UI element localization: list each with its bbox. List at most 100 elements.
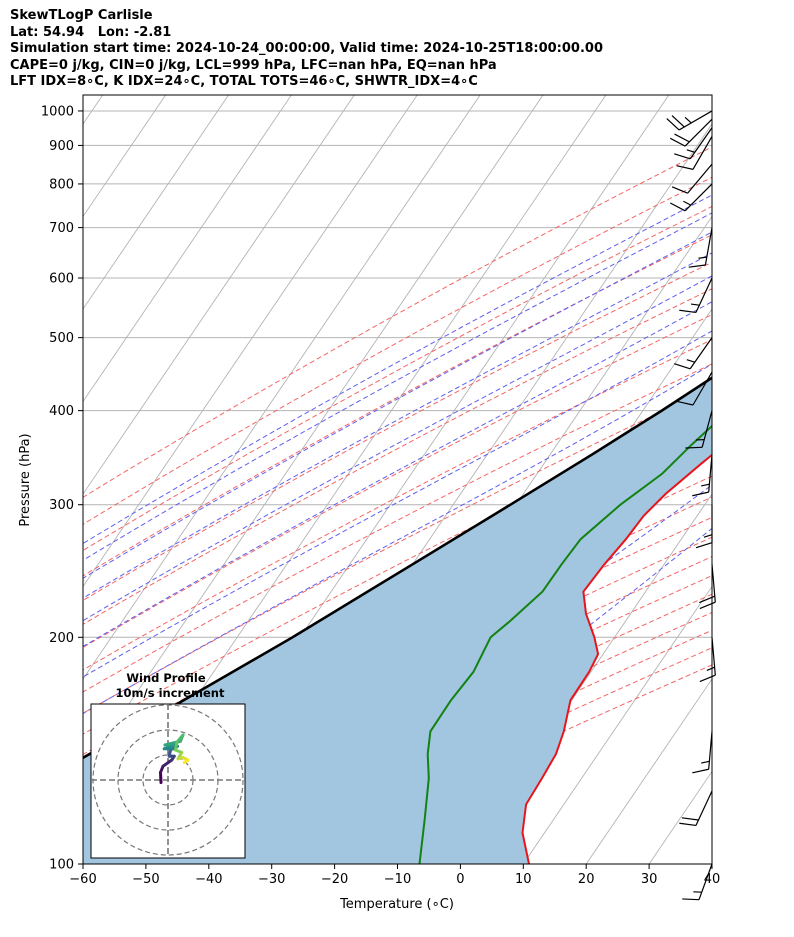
wind-barb-staff xyxy=(704,227,713,266)
wind-barb-staff xyxy=(684,118,713,147)
wind-barb xyxy=(674,127,713,160)
wind-barb-feather xyxy=(670,137,686,147)
wind-barb-staff xyxy=(698,863,713,900)
wind-barb xyxy=(699,637,716,683)
x-tick-label: −60 xyxy=(69,872,96,887)
dry-adiabat xyxy=(83,387,712,714)
x-tick-label: 20 xyxy=(578,872,595,887)
y-tick-label: 300 xyxy=(49,498,74,513)
wind-barb xyxy=(670,183,713,212)
wind-barb-feather xyxy=(695,542,713,549)
location-line: Lat: 54.94 Lon: -2.81 xyxy=(10,24,172,40)
dewpoint-line xyxy=(418,424,712,864)
x-tick-label: 10 xyxy=(515,872,532,887)
isotherm-gridline xyxy=(522,585,712,864)
wind-barb xyxy=(682,863,713,901)
wind-profile-inset: Wind Profile 10m/s increment xyxy=(90,671,246,859)
moist-adiabat xyxy=(83,275,712,622)
wind-barb-staff xyxy=(692,371,713,406)
chart-header: SkewTLogP Carlisle Lat: 54.94 Lon: -2.81… xyxy=(10,8,603,91)
wind-barb-feather xyxy=(699,674,716,683)
isotherm-gridline xyxy=(585,678,712,864)
wind-barb-feather xyxy=(681,817,699,821)
wind-barb-feather xyxy=(685,446,703,449)
wind-barb xyxy=(685,410,713,449)
wind-barb-staff xyxy=(701,410,713,448)
wind-barb xyxy=(699,564,716,610)
wind-barb-staff xyxy=(695,790,713,826)
moist-adiabat xyxy=(256,527,712,864)
axis-ticks: −60 −50 −40 −30 −20 −10 0 10 20 30 401002003004005… xyxy=(41,104,720,887)
inset-title: Wind Profile xyxy=(126,671,206,685)
wind-barb-staff xyxy=(692,136,713,170)
wind-barb-half-feather xyxy=(686,149,695,153)
y-tick-label: 900 xyxy=(49,139,74,154)
dry-adiabat xyxy=(83,410,712,735)
y-tick-label: 400 xyxy=(49,404,74,419)
hodograph-segment xyxy=(182,758,190,764)
mixing-ratio-line xyxy=(765,95,794,278)
wind-barb-staff xyxy=(687,163,713,194)
hodograph-segment xyxy=(175,733,185,744)
moist-adiabat xyxy=(83,363,712,715)
convection-indices-line: CAPE=0 j/kg, CIN=0 j/kg, LCL=999 hPa, LF… xyxy=(10,57,497,73)
time-line: Simulation start time: 2024-10-24_00:00:… xyxy=(10,41,603,56)
wind-barb-feather xyxy=(699,595,716,604)
wind-barb-staff xyxy=(708,454,713,493)
dry-adiabat xyxy=(83,536,712,850)
wind-barb xyxy=(679,277,713,314)
wind-barbs xyxy=(666,110,716,901)
isotherm-gridline xyxy=(83,95,481,680)
dry-adiabat xyxy=(83,146,712,498)
y-tick-label: 100 xyxy=(49,858,74,873)
wind-barb-staff xyxy=(695,277,713,313)
wind-barb xyxy=(666,110,713,131)
wind-barb-staff xyxy=(689,127,713,160)
wind-barb-staff xyxy=(689,337,713,370)
isotherm-gridline xyxy=(83,95,292,403)
hodograph-segment xyxy=(159,771,163,784)
moist-adiabat xyxy=(83,301,712,648)
x-tick-label: −10 xyxy=(384,872,411,887)
hodograph-segment xyxy=(161,758,174,768)
wind-barb-staff xyxy=(711,637,716,676)
x-tick-label: 0 xyxy=(456,872,464,887)
wind-barb-feather xyxy=(679,822,697,827)
hodograph xyxy=(91,704,245,858)
wind-barb-feather xyxy=(674,153,691,160)
x-tick-label: 30 xyxy=(641,872,658,887)
wind-barb-half-feather xyxy=(703,534,713,538)
wind-barb-feather xyxy=(688,264,706,268)
dry-adiabat xyxy=(83,338,712,671)
moist-adiabat xyxy=(117,484,712,864)
wind-barb-half-feather xyxy=(701,760,710,764)
isotherm-gridline xyxy=(83,95,355,495)
wind-barb-feather xyxy=(676,165,694,170)
chart-title: SkewTLogP Carlisle xyxy=(10,8,153,23)
moist-adiabat xyxy=(83,231,712,579)
y-tick-label: 700 xyxy=(49,221,74,236)
wind-barb-staff xyxy=(708,731,713,770)
wind-barb-half-feather xyxy=(701,483,710,487)
isotherm-gridline xyxy=(775,95,794,864)
wind-barb xyxy=(676,371,713,406)
temperature-line xyxy=(521,453,712,864)
x-tick-label: −50 xyxy=(132,872,159,887)
wind-barb-half-feather xyxy=(684,116,692,124)
wind-barb-feather xyxy=(682,898,700,901)
wind-barb-staff xyxy=(678,110,713,131)
wind-barb-feather xyxy=(674,133,690,143)
wind-barb-feather xyxy=(674,363,691,370)
y-tick-label: 200 xyxy=(49,631,74,646)
wind-barb-feather xyxy=(699,601,716,610)
x-axis-label: Temperature (∘C) xyxy=(339,897,454,912)
inset-subtitle: 10m/s increment xyxy=(116,686,225,700)
dry-adiabat xyxy=(83,261,712,601)
wind-barb-feather xyxy=(692,768,709,774)
wind-barb-feather xyxy=(666,118,680,131)
y-tick-label: 1000 xyxy=(41,104,74,119)
wind-barb xyxy=(692,731,713,774)
wind-barb-feather xyxy=(670,202,686,212)
dry-adiabat xyxy=(83,176,712,525)
